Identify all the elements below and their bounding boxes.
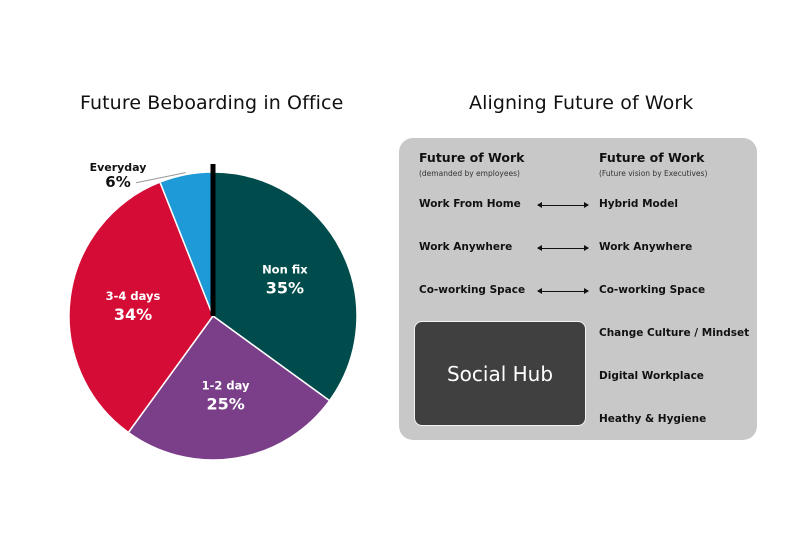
alignment-panel: Future of Work (demanded by employees) F… bbox=[399, 138, 757, 440]
pie-slice-3-4-days bbox=[68, 181, 214, 434]
executive-item-co-working-space: Co-working Space bbox=[599, 284, 706, 296]
employee-item-work-anywhere: Work Anywhere bbox=[419, 241, 513, 253]
slice-label-1-2-day: 1-2 day bbox=[202, 379, 250, 393]
pie-slice-1-2-day bbox=[127, 314, 331, 461]
executives-subheader: (Future vision by Executives) bbox=[599, 169, 708, 178]
slice-leader-line bbox=[135, 172, 186, 184]
executive-item-work-anywhere: Work Anywhere bbox=[599, 241, 693, 253]
employee-item-work-from-home: Work From Home bbox=[419, 198, 521, 210]
double-arrow-icon bbox=[537, 202, 589, 208]
slice-value-3-4-days: 34% bbox=[114, 305, 152, 324]
employees-header: Future of Work bbox=[419, 150, 525, 165]
executive-item-hybrid-model: Hybrid Model bbox=[599, 198, 678, 210]
slice-label-3-4-days: 3-4 days bbox=[106, 289, 161, 303]
slice-value-everyday: 6% bbox=[105, 173, 130, 191]
executive-item-digital-workplace: Digital Workplace bbox=[599, 370, 704, 382]
executive-item-heathy-hygiene: Heathy & Hygiene bbox=[599, 413, 707, 425]
slice-value-1-2-day: 25% bbox=[206, 395, 244, 414]
double-arrow-icon bbox=[537, 245, 589, 251]
employees-subheader: (demanded by employees) bbox=[419, 169, 520, 178]
social-hub-box: Social Hub bbox=[414, 321, 586, 426]
slice-label-everyday: Everyday bbox=[90, 161, 147, 174]
slice-value-non-fix: 35% bbox=[266, 278, 304, 297]
pie-chart-title: Future Beboarding in Office bbox=[80, 92, 344, 114]
slice-label-non-fix: Non fix bbox=[262, 262, 308, 276]
double-arrow-icon bbox=[537, 288, 589, 294]
executives-header: Future of Work bbox=[599, 150, 705, 165]
alignment-title: Aligning Future of Work bbox=[469, 92, 694, 114]
pie-slice-non-fix bbox=[212, 171, 358, 402]
employee-item-co-working-space: Co-working Space bbox=[419, 284, 526, 296]
executive-item-change-culture: Change Culture / Mindset bbox=[599, 327, 750, 339]
